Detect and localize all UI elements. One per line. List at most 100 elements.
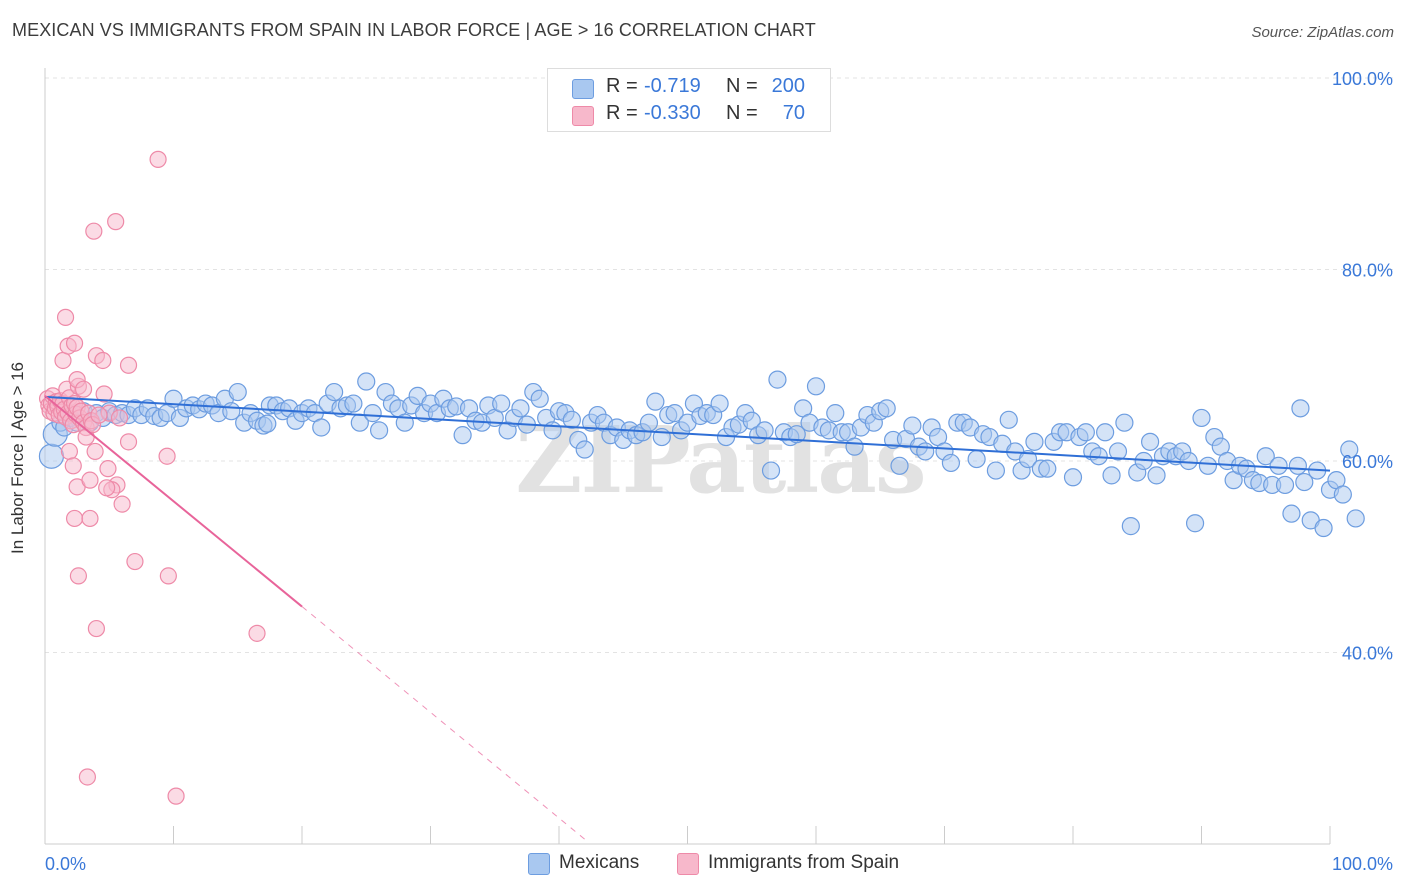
- data-point: [98, 479, 116, 497]
- data-point: [54, 351, 72, 370]
- data-point: [87, 619, 106, 638]
- data-point: [787, 425, 806, 444]
- data-point: [986, 461, 1006, 480]
- legend-swatch-pink: [572, 106, 594, 126]
- data-point: [1147, 466, 1166, 485]
- gridlines: [45, 77, 1395, 653]
- data-point: [755, 421, 774, 440]
- data-point: [1291, 399, 1310, 418]
- data-point: [1340, 440, 1359, 459]
- data-point: [60, 442, 79, 461]
- data-point: [90, 406, 108, 424]
- data-point: [38, 443, 65, 469]
- data-point: [363, 404, 382, 423]
- data-point: [1192, 408, 1211, 428]
- trend-line-immigrants-from-spain-extension: [301, 606, 586, 840]
- data-point: [646, 392, 665, 411]
- data-point: [1108, 442, 1128, 461]
- data-point: [1018, 449, 1038, 469]
- data-point: [119, 356, 138, 374]
- bottom-legend-label: Mexicans: [559, 852, 640, 873]
- y-tick-label: 40.0%: [1342, 644, 1393, 664]
- data-point: [1102, 466, 1121, 485]
- legend-r-label: R =: [606, 75, 638, 97]
- y-axis-label: In Labor Force | Age > 16: [8, 361, 27, 555]
- data-point: [877, 399, 896, 418]
- data-point: [78, 768, 97, 786]
- trend-line-mexicans: [44, 395, 1331, 472]
- legend-swatch-blue: [572, 79, 594, 99]
- data-point: [1288, 456, 1307, 475]
- data-point: [492, 394, 511, 413]
- data-point: [768, 370, 787, 389]
- data-point: [1346, 509, 1365, 528]
- data-point: [81, 509, 99, 528]
- data-point: [1140, 432, 1160, 451]
- data-point: [1063, 468, 1083, 487]
- data-point: [158, 447, 176, 465]
- legend-n-label: N =: [726, 102, 758, 124]
- x-tick-label: 0.0%: [45, 854, 86, 874]
- data-point: [1198, 456, 1218, 475]
- data-point: [543, 421, 562, 440]
- data-point: [967, 449, 986, 469]
- legend-n-label: N =: [726, 75, 758, 97]
- data-point: [1115, 413, 1134, 432]
- data-point: [999, 410, 1018, 429]
- data-point: [357, 372, 376, 391]
- data-point: [1185, 514, 1205, 533]
- legend-r-label: R =: [606, 102, 638, 124]
- data-point: [248, 624, 266, 642]
- data-point: [453, 426, 472, 445]
- y-tick-label: 60.0%: [1342, 452, 1393, 472]
- data-point: [113, 495, 131, 513]
- chart-source: Source: ZipAtlas.com: [1251, 24, 1394, 41]
- data-point: [65, 334, 84, 352]
- series-immigrants-from-spain: [38, 150, 266, 805]
- data-point: [1275, 475, 1295, 495]
- data-point: [110, 409, 129, 427]
- data-point: [65, 509, 84, 528]
- data-point: [1269, 456, 1288, 475]
- data-point: [85, 222, 103, 240]
- data-point: [665, 404, 684, 423]
- data-point: [1076, 423, 1095, 442]
- data-point: [81, 471, 99, 489]
- data-point: [95, 385, 113, 403]
- data-point: [312, 418, 331, 437]
- data-point: [159, 567, 177, 585]
- bottom-legend-swatch-pink: [677, 853, 699, 875]
- bottom-legend-swatch-blue: [528, 853, 550, 875]
- data-point: [325, 382, 344, 402]
- data-point: [1096, 423, 1115, 442]
- data-point: [562, 410, 581, 429]
- data-point: [167, 787, 185, 805]
- data-point: [370, 421, 389, 440]
- bottom-legend-label: Immigrants from Spain: [708, 852, 900, 873]
- data-point: [149, 150, 167, 168]
- data-point: [56, 308, 75, 326]
- data-point: [806, 377, 826, 396]
- data-point: [511, 399, 530, 418]
- legend-n-value: 200: [771, 75, 805, 97]
- data-point: [903, 416, 922, 435]
- data-point: [74, 380, 93, 398]
- data-point: [69, 567, 88, 585]
- data-point: [826, 404, 845, 423]
- data-point: [845, 437, 864, 456]
- chart-title: MEXICAN VS IMMIGRANTS FROM SPAIN IN LABO…: [12, 20, 816, 40]
- data-point: [99, 460, 117, 478]
- legend: R = -0.719 N = 200 R = -0.330 N = 70: [547, 68, 831, 132]
- data-point: [1025, 432, 1044, 451]
- data-point: [1333, 485, 1352, 504]
- data-point: [119, 433, 138, 451]
- data-point: [86, 442, 104, 461]
- legend-r-value: -0.330: [644, 102, 701, 124]
- legend-r-value: -0.719: [644, 75, 701, 97]
- trend-lines: [44, 395, 1331, 840]
- data-point: [1256, 447, 1275, 466]
- data-point: [258, 414, 277, 433]
- tick-labels: 40.0% 60.0% 80.0% 100.0% 0.0% 100.0%: [45, 69, 1393, 874]
- data-point: [1038, 459, 1057, 478]
- data-point: [710, 394, 729, 413]
